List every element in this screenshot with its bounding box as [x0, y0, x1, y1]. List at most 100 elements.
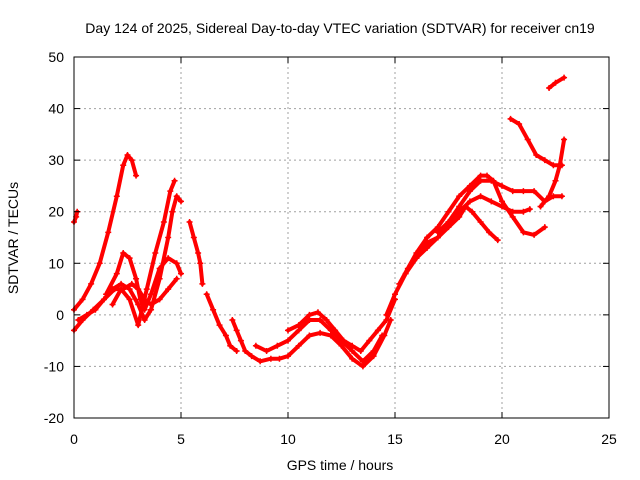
data-point	[165, 255, 172, 262]
ticks	[73, 56, 610, 419]
data-point	[197, 260, 204, 267]
data-point	[556, 162, 563, 169]
data-point	[340, 337, 347, 344]
data-point	[96, 260, 103, 267]
data-point	[396, 280, 403, 287]
data-point	[488, 198, 495, 205]
y-tick-label: 10	[48, 255, 64, 271]
data-point	[79, 296, 86, 303]
data-point	[105, 229, 112, 236]
series-line	[414, 204, 500, 261]
data-point	[227, 342, 234, 349]
data-point	[552, 177, 559, 184]
data-point	[456, 203, 463, 210]
data-point	[434, 229, 441, 236]
data-point	[494, 237, 501, 244]
x-axis-title: GPS time / hours	[287, 457, 394, 473]
series-arc-c	[75, 193, 184, 324]
series-line	[72, 153, 139, 312]
data-point	[404, 265, 411, 272]
data-point	[126, 255, 133, 262]
data-point	[75, 317, 82, 324]
data-point	[477, 219, 484, 226]
data-point	[541, 224, 548, 231]
data-point	[195, 249, 202, 256]
data-point	[456, 208, 463, 215]
series-arc-q	[537, 136, 568, 210]
tick-labels: 0 5 10 15 20 25 -20 -10 0 10 20 30 40 50	[44, 49, 617, 447]
data-point	[537, 203, 544, 210]
data-point	[126, 286, 133, 293]
series-arc-b	[71, 151, 140, 313]
y-tick-label: 30	[48, 152, 64, 168]
data-point	[160, 219, 167, 226]
data-point	[434, 224, 441, 231]
data-point	[118, 280, 125, 287]
data-point	[445, 208, 452, 215]
data-point	[100, 296, 107, 303]
data-point	[152, 249, 159, 256]
chart-title: Day 124 of 2025, Sidereal Day-to-day VTE…	[85, 20, 595, 36]
data-point	[165, 286, 172, 293]
x-tick-label: 25	[601, 431, 617, 447]
data-point	[359, 358, 366, 365]
data-point	[103, 291, 110, 298]
x-tick-label: 0	[70, 431, 78, 447]
data-point	[477, 193, 484, 200]
data-point	[113, 193, 120, 200]
data-point	[199, 280, 206, 287]
data-point	[317, 329, 324, 336]
series-arc-g	[186, 219, 206, 287]
data-point	[349, 347, 356, 354]
series-arc-e	[109, 177, 178, 329]
data-point	[171, 177, 178, 184]
plot-frame	[73, 56, 610, 419]
data-point	[486, 229, 493, 236]
data-point	[124, 151, 131, 158]
data-point	[143, 286, 150, 293]
series-line	[204, 292, 239, 353]
data-point	[477, 172, 484, 179]
data-point	[203, 291, 210, 298]
data-point	[332, 327, 339, 334]
x-tick-label: 15	[387, 431, 403, 447]
series-arc-i	[229, 317, 394, 370]
data-point	[509, 188, 516, 195]
data-point	[83, 311, 90, 318]
data-point	[445, 219, 452, 226]
data-point	[141, 317, 148, 324]
data-point	[156, 265, 163, 272]
data-point	[128, 280, 135, 287]
data-point	[499, 203, 505, 210]
data-point	[120, 162, 127, 169]
data-point	[561, 74, 568, 81]
data-point	[370, 347, 377, 354]
data-point	[338, 342, 345, 349]
data-point	[135, 301, 142, 308]
data-point	[274, 342, 281, 349]
data-point	[248, 353, 255, 360]
data-point	[516, 121, 523, 128]
x-tick-label: 20	[494, 431, 510, 447]
data-point	[552, 79, 559, 86]
data-point	[285, 327, 291, 334]
data-point	[229, 317, 236, 324]
data-point	[509, 208, 516, 215]
grid	[74, 57, 609, 418]
series-line	[253, 318, 385, 364]
data-point	[379, 332, 386, 339]
data-point	[133, 275, 140, 282]
data-point	[466, 198, 473, 205]
data-point	[424, 234, 431, 241]
data-point	[520, 208, 527, 215]
data-point	[541, 157, 548, 164]
data-point	[370, 353, 377, 360]
data-point	[173, 260, 180, 267]
data-point	[424, 244, 431, 251]
data-point	[295, 327, 302, 334]
data-point	[490, 177, 497, 184]
data-point	[263, 347, 270, 354]
data-point	[507, 115, 514, 122]
data-point	[165, 234, 172, 241]
data-point	[285, 353, 291, 360]
